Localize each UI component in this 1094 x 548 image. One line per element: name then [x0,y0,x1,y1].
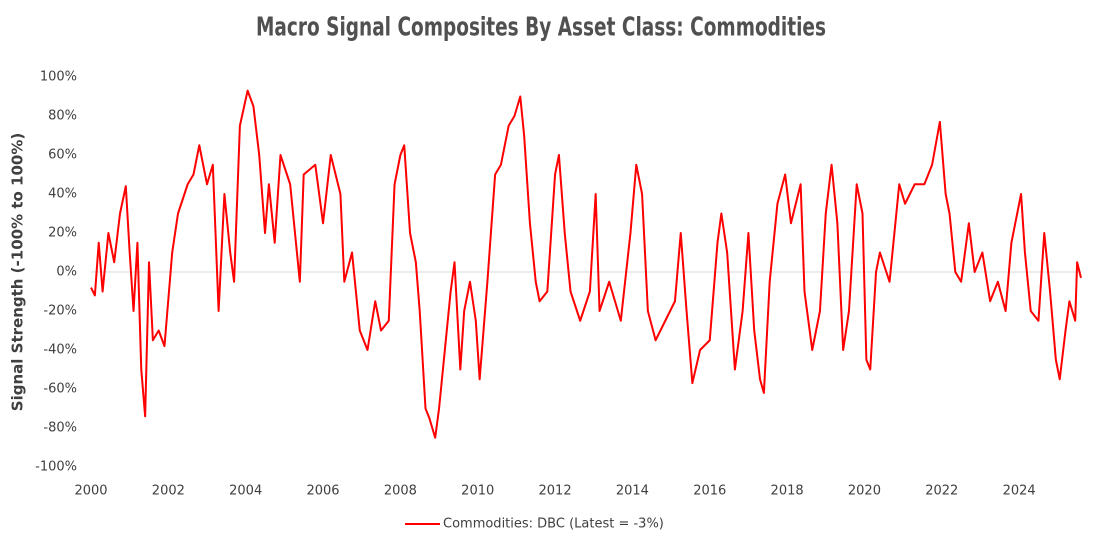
x-tick-label: 2012 [539,484,572,499]
y-tick-label: 0% [56,265,77,280]
y-tick-label: -40% [43,343,77,358]
x-tick-label: 2018 [771,484,804,499]
x-tick-label: 2006 [306,484,339,499]
y-tick-label: 80% [48,109,77,124]
series-line [90,89,1082,439]
y-tick-label: 20% [48,226,77,241]
legend-label: Commodities: DBC (Latest = -3%) [443,517,664,532]
x-tick-label: 2004 [229,484,262,499]
y-tick-label: -100% [35,460,77,475]
y-tick-label: 40% [48,187,77,202]
y-axis-label: Signal Strength (-100% to 100%) [9,133,27,411]
x-tick-label: 2002 [152,484,185,499]
y-tick-label: -20% [43,304,77,319]
y-tick-label: 100% [40,70,77,85]
x-tick-label: 2000 [74,484,107,499]
x-tick-label: 2008 [384,484,417,499]
y-tick-label: 60% [48,148,77,163]
x-tick-label: 2016 [693,484,726,499]
x-tick-label: 2022 [925,484,958,499]
x-tick-label: 2020 [848,484,881,499]
chart-title: Macro Signal Composites By Asset Class: … [256,13,826,43]
y-tick-label: -60% [43,382,77,397]
x-tick-label: 2010 [461,484,494,499]
y-tick-label: -80% [43,421,77,436]
x-tick-label: 2014 [616,484,649,499]
x-tick-label: 2024 [1003,484,1036,499]
